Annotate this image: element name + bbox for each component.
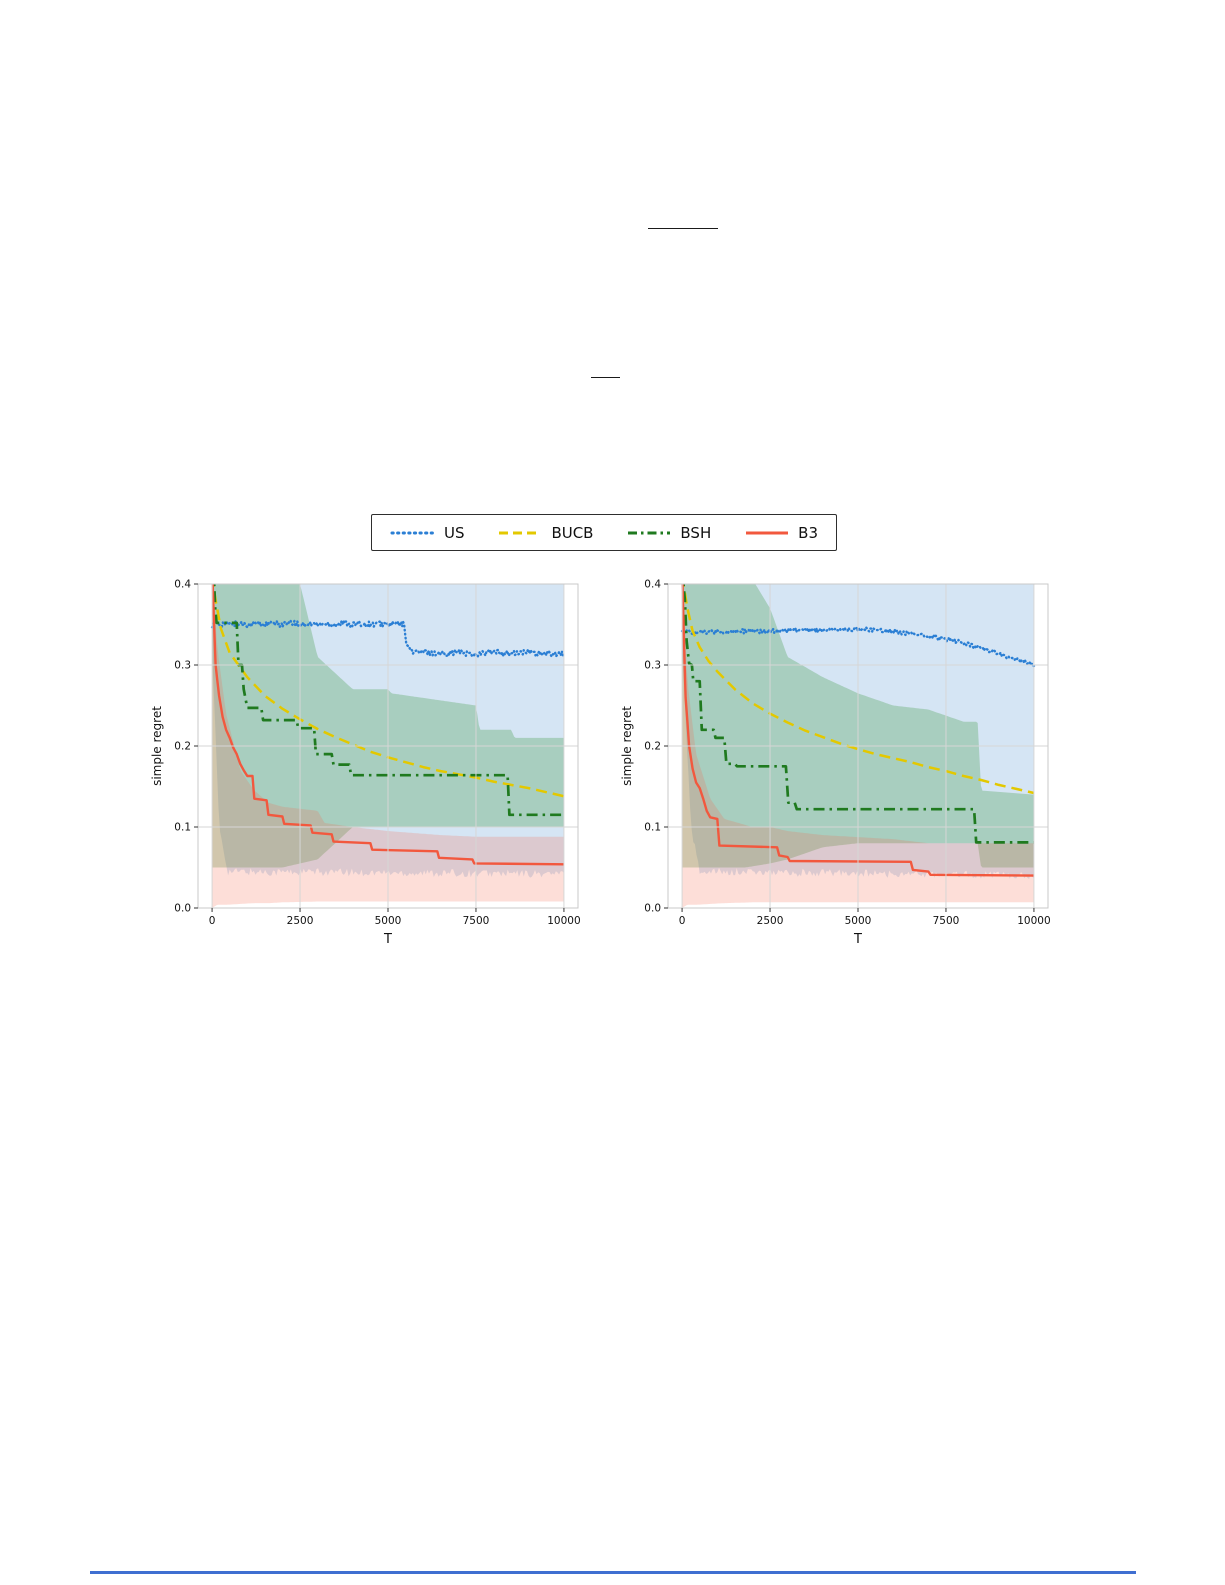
y-axis-label: simple regret [620,706,634,786]
x-tick-label: 5000 [845,915,872,927]
right-chart-svg: 0 2500 5000 7500 10000 0.0 0.1 0.2 0.3 0.4 Tsimple… [620,579,1051,948]
tick-labels: 0 2500 5000 7500 10000 0.0 0.1 0.2 0.3 0.4 [644,579,1050,928]
legend-label: B3 [798,523,818,542]
legend-entry-US: US [390,524,465,542]
y-tick-label: 0.4 [644,579,661,591]
x-tick-label: 2500 [287,915,314,927]
legend-line-sample-BUCB [499,531,542,534]
x-tick-label: 10000 [547,915,580,927]
y-tick-label: 0.1 [644,822,661,834]
legend-entry-B3: B3 [744,524,818,542]
y-tick-label: 0.2 [174,741,191,753]
legend-label: BUCB [551,523,594,542]
series-line-BUCB [212,584,565,798]
x-axis-label: T [853,932,862,947]
legend-entry-BUCB: BUCB [497,524,593,542]
x-tick-label: 5000 [375,915,402,927]
legend-line-sample-US [390,531,436,534]
x-tick-label: 0 [209,915,216,927]
y-tick-label: 0.0 [644,903,661,915]
y-tick-label: 0.4 [174,579,191,591]
series-line-B3 [211,584,564,866]
y-tick-label: 0.1 [174,822,191,834]
fraction-bar-1 [648,228,718,230]
legend-line-sample-BSH [628,531,671,534]
figure-legend: US BUCB BSH B3 [371,514,837,551]
y-axis-label: simple regret [150,706,164,786]
x-tick-label: 7500 [463,915,490,927]
y-tick-label: 0.2 [644,741,661,753]
series-line-BSH [212,584,564,817]
legend-line-sample-B3 [746,531,789,534]
series-line-BSH [682,584,1034,844]
legend-label: BSH [680,523,712,542]
x-tick-label: 2500 [757,915,784,927]
fraction-bar-2 [591,377,620,379]
left-chart-svg: 0 2500 5000 7500 10000 0.0 0.1 0.2 0.3 0.4 Tsimple… [150,579,581,948]
y-tick-label: 0.3 [174,660,191,672]
tick-marks [194,583,565,912]
y-tick-label: 0.0 [174,903,191,915]
series-line-B3 [681,584,1034,877]
footer-rule [90,1571,1136,1574]
y-tick-label: 0.3 [644,660,661,672]
x-tick-label: 0 [679,915,686,927]
x-tick-label: 10000 [1017,915,1050,927]
tick-marks [664,583,1035,912]
legend-label: US [444,523,465,542]
x-tick-label: 7500 [933,915,960,927]
series-line-BUCB [682,584,1035,795]
legend-entry-BSH: BSH [626,524,711,542]
tick-labels: 0 2500 5000 7500 10000 0.0 0.1 0.2 0.3 0.4 [174,579,580,928]
x-axis-label: T [383,932,392,947]
